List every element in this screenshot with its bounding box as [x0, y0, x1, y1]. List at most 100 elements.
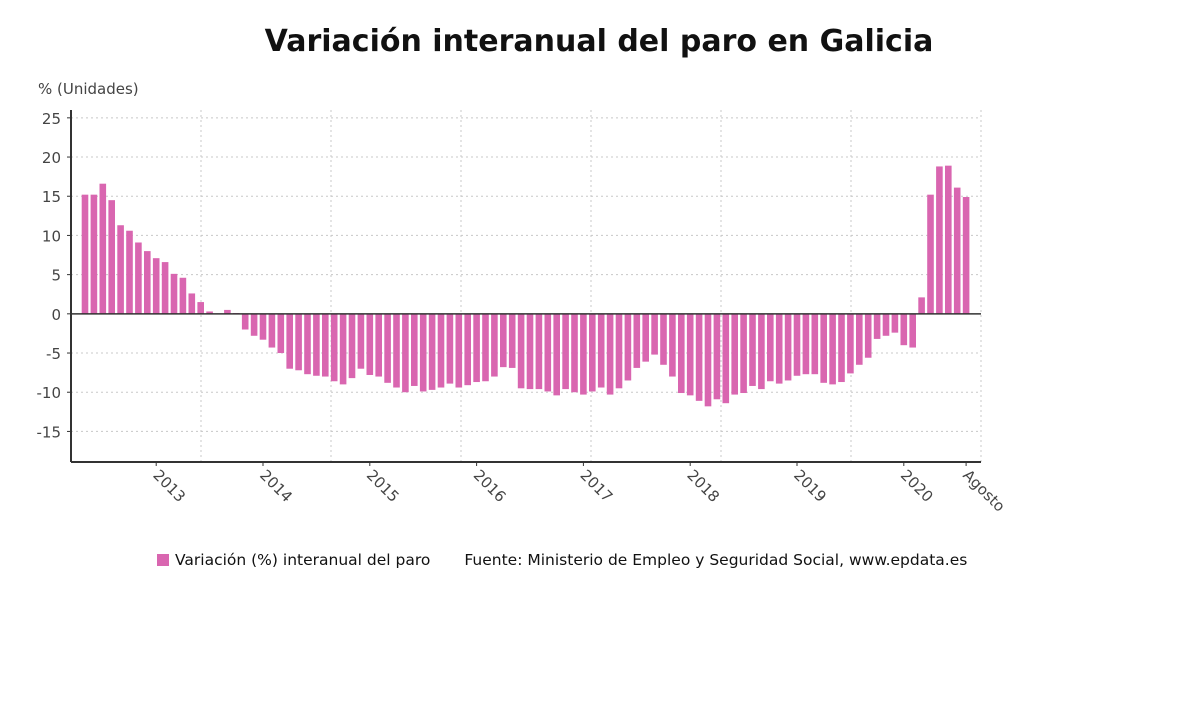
- bar: [250, 313, 258, 336]
- x-tick-label: 2017: [577, 466, 617, 506]
- bar: [553, 313, 560, 396]
- x-tick-label: 2015: [363, 466, 403, 506]
- bar: [562, 313, 569, 390]
- bar: [188, 293, 196, 314]
- y-tick-label: 5: [51, 267, 61, 285]
- bar: [669, 313, 676, 377]
- bar: [802, 313, 810, 375]
- bar: [508, 313, 516, 368]
- y-tick-label: 20: [42, 149, 61, 167]
- bar: [411, 313, 418, 386]
- bar: [544, 313, 552, 392]
- x-tick-label: 2013: [149, 466, 189, 506]
- bar: [918, 297, 925, 314]
- bar: [108, 200, 115, 314]
- bar: [491, 313, 498, 377]
- bar: [526, 313, 534, 390]
- bar: [224, 309, 231, 314]
- bar: [767, 313, 774, 382]
- bar: [597, 313, 605, 388]
- bar: [455, 313, 463, 388]
- bar: [962, 197, 970, 314]
- bar: [784, 313, 792, 381]
- bar: [571, 313, 578, 393]
- bar: [517, 313, 525, 389]
- y-tick-label: -10: [37, 384, 62, 402]
- x-tick-label: Agosto: [959, 466, 1008, 515]
- y-tick-label: 25: [42, 110, 61, 128]
- chart-title: Variación interanual del paro en Galicia: [264, 24, 934, 59]
- bar: [535, 313, 543, 390]
- bar: [419, 313, 427, 392]
- bar: [864, 313, 872, 358]
- bar: [482, 313, 489, 382]
- bar: [713, 313, 721, 400]
- bar: [704, 313, 712, 407]
- bar: [642, 313, 649, 362]
- bar: [117, 225, 124, 314]
- bar: [206, 311, 213, 314]
- bar: [179, 277, 187, 314]
- source-note: Fuente: Ministerio de Empleo y Seguridad…: [464, 551, 968, 569]
- bar: [829, 313, 836, 385]
- bar: [161, 262, 169, 314]
- x-tick-label: 2014: [256, 466, 296, 506]
- bar: [651, 313, 658, 355]
- bar: [259, 313, 267, 340]
- bar: [393, 313, 400, 388]
- legend-series-label: Variación (%) interanual del paro: [175, 551, 431, 569]
- bar: [731, 313, 738, 395]
- x-tick-label: 2016: [470, 466, 510, 506]
- bar: [856, 313, 863, 365]
- bar: [464, 313, 471, 386]
- bar: [749, 313, 756, 386]
- bar: [686, 313, 694, 396]
- legend-swatch: [157, 554, 169, 566]
- bar: [268, 313, 276, 348]
- bar: [589, 313, 596, 392]
- bar: [615, 313, 623, 389]
- x-tick-label: 2020: [897, 466, 937, 506]
- y-tick-label: -15: [37, 423, 62, 441]
- bar: [909, 313, 916, 348]
- bar: [402, 313, 409, 393]
- bar: [900, 313, 908, 346]
- bar: [936, 166, 943, 314]
- bar: [473, 313, 480, 383]
- bar: [740, 313, 747, 394]
- bar: [838, 313, 845, 383]
- bar: [606, 313, 614, 395]
- bar: [99, 183, 107, 314]
- bar: [286, 313, 293, 369]
- bar: [793, 313, 801, 376]
- bar: [580, 313, 587, 395]
- bar: [758, 313, 765, 390]
- bar: [660, 313, 667, 365]
- x-tick-label: 2019: [790, 466, 830, 506]
- bar: [152, 258, 160, 314]
- bar: [811, 313, 819, 375]
- bar: [144, 251, 151, 314]
- bar: [241, 313, 249, 330]
- bar: [953, 187, 961, 314]
- bar: [322, 313, 329, 377]
- y-tick-label: 0: [51, 306, 61, 324]
- y-tick-label: 10: [42, 227, 61, 245]
- bar: [366, 313, 374, 375]
- bar: [428, 313, 436, 390]
- bar: [446, 313, 454, 384]
- y-tick-label: -5: [46, 345, 61, 363]
- bar: [197, 302, 204, 314]
- bar: [882, 313, 890, 336]
- y-tick-label: 15: [42, 188, 61, 206]
- bar: [135, 242, 142, 314]
- bar: [90, 194, 98, 314]
- bar: [775, 313, 783, 384]
- legend: Variación (%) interanual del paro Fuente…: [157, 551, 967, 569]
- bar: [945, 165, 952, 314]
- bar: [437, 313, 445, 388]
- bar: [339, 313, 347, 385]
- bar: [304, 313, 311, 375]
- bar: [330, 313, 338, 382]
